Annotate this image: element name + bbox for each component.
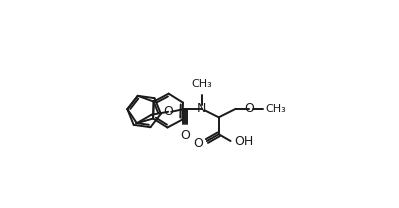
Text: O: O xyxy=(244,102,254,115)
Text: OH: OH xyxy=(235,135,254,147)
Text: O: O xyxy=(180,130,190,142)
Text: N: N xyxy=(197,102,206,115)
Text: CH₃: CH₃ xyxy=(192,79,212,89)
Text: O: O xyxy=(193,137,203,150)
Text: O: O xyxy=(163,105,173,118)
Text: CH₃: CH₃ xyxy=(265,104,286,114)
